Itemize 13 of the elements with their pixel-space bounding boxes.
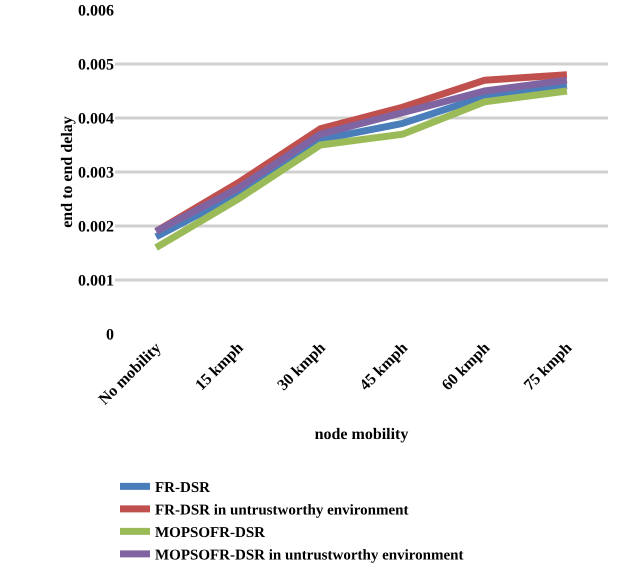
y-tick-label: 0.002 [78, 218, 114, 236]
y-tick-label: 0.005 [78, 56, 114, 74]
x-axis-title: node mobility [314, 426, 408, 444]
y-tick-label: 0.006 [78, 2, 114, 20]
legend-label: FR-DSR in untrustworthy environment [155, 502, 408, 519]
y-axis-title: end to end delay [59, 116, 76, 228]
y-tick-label: 0.004 [78, 110, 114, 128]
legend-label: FR-DSR [155, 480, 210, 496]
legend-label: MOPSOFR-DSR in untrustworthy environment [155, 548, 464, 564]
y-tick-label: 0.003 [78, 164, 114, 182]
y-tick-label: 0 [106, 326, 114, 344]
y-tick-label: 0.001 [78, 272, 114, 290]
legend-label: MOPSOFR-DSR [155, 525, 266, 542]
